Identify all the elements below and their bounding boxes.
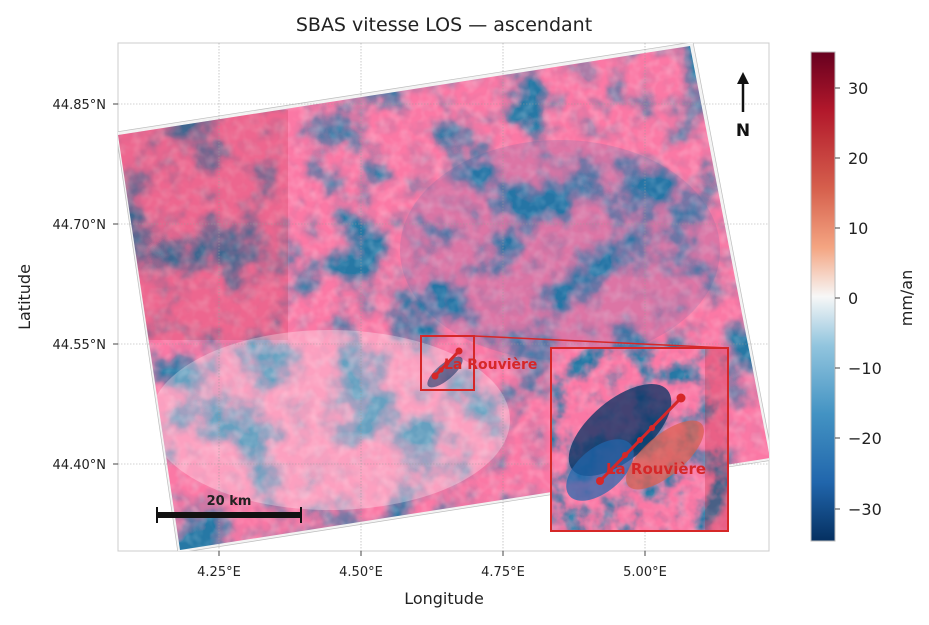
colorbar-tick: 20 <box>848 149 868 168</box>
y-tick-label: 44.85°N <box>53 98 106 113</box>
colorbar-tick: 10 <box>848 219 868 238</box>
gridlines <box>118 43 769 551</box>
colorbar-gradient <box>810 51 836 542</box>
scale-bar: 20 km <box>156 494 302 523</box>
x-tick-label: 4.50°E <box>339 565 383 580</box>
colorbar-tick: −20 <box>848 429 882 448</box>
colorbar: 30 20 10 0 −10 −20 −30 mm/an <box>810 51 916 542</box>
chart-title: SBAS vitesse LOS — ascendant <box>296 14 592 36</box>
x-tick-label: 4.75°E <box>481 565 525 580</box>
inset-zoom: La Rouvière <box>550 347 729 532</box>
colorbar-tick: −30 <box>848 500 882 519</box>
site-marker: La Rouvière <box>420 335 729 391</box>
inset-frame <box>550 347 729 532</box>
axis-ticks <box>113 103 646 556</box>
colorbar-label: mm/an <box>897 270 916 327</box>
scalebar-label: 20 km <box>207 494 252 509</box>
x-axis-label: Longitude <box>404 589 484 608</box>
colorbar-tick: −10 <box>848 359 882 378</box>
site-point-start <box>431 372 439 380</box>
north-label: N <box>736 121 750 141</box>
y-axis-label: Latitude <box>15 264 34 330</box>
y-tick-label: 44.55°N <box>53 338 106 353</box>
north-arrow: N <box>736 72 750 141</box>
colorbar-tick: 0 <box>848 289 858 308</box>
site-label: La Rouvière <box>444 357 537 373</box>
site-box <box>420 335 475 391</box>
x-tick-label: 4.25°E <box>197 565 241 580</box>
colorbar-tick: 30 <box>848 79 868 98</box>
north-arrow-icon <box>737 72 749 84</box>
x-tick-label: 5.00°E <box>623 565 667 580</box>
inset-label: La Rouvière <box>606 460 706 478</box>
site-point-end <box>455 347 463 355</box>
y-tick-label: 44.70°N <box>53 218 106 233</box>
y-tick-label: 44.40°N <box>53 458 106 473</box>
